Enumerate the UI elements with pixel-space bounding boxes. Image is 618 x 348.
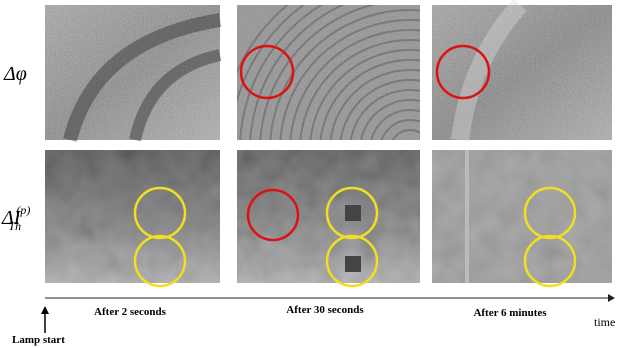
- row-label-sub: Th: [8, 219, 21, 233]
- time-label: After 30 seconds: [286, 304, 364, 316]
- row-label: ΔI(p) Th: [1, 203, 30, 233]
- start-label: Lamp start: [12, 334, 65, 346]
- start-arrowhead: [41, 306, 49, 314]
- axis-label: time: [594, 315, 615, 329]
- row-label-sup: (p): [16, 203, 30, 217]
- time-label: After 2 seconds: [94, 306, 167, 318]
- axis-arrowhead: [608, 294, 615, 302]
- row-label: Δφ: [3, 63, 27, 85]
- phase-panels: [45, 0, 612, 142]
- annotation-circles: [133, 44, 577, 288]
- row-label-base: ΔI: [1, 207, 22, 229]
- time-label: After 6 minutes: [473, 307, 547, 319]
- temperature-panels: [45, 150, 612, 283]
